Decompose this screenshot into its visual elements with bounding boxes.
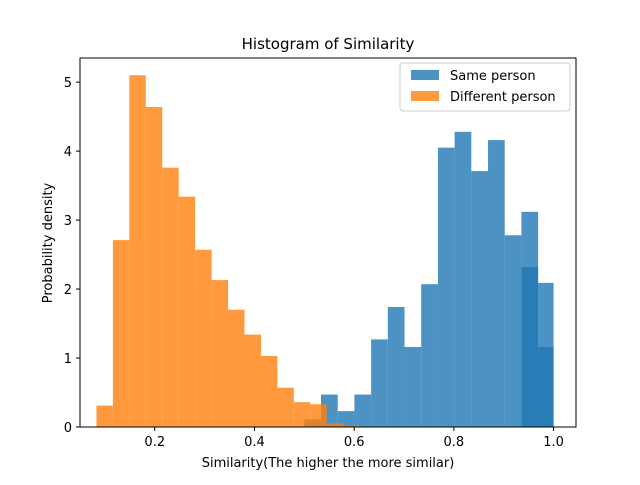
bar-different-person-1 (112, 240, 130, 427)
bar-different-person-7 (211, 280, 229, 427)
legend-label-different-person: Different person (450, 90, 556, 105)
bar-same-person-6 (404, 346, 422, 427)
x-tick-label: 0.8 (444, 435, 465, 450)
bar-different-person-3 (145, 106, 163, 427)
x-tick-label: 0.6 (344, 435, 365, 450)
bar-different-person-0 (96, 405, 113, 427)
bar-different-person-9 (244, 334, 261, 427)
bar-same-person-3 (354, 394, 372, 427)
bar-same-person-8 (437, 147, 455, 427)
bars-layer (96, 75, 554, 428)
bar-different-person-6 (195, 249, 212, 427)
y-tick-label: 5 (64, 76, 72, 91)
bar-different-person-11 (277, 387, 294, 427)
bar-different-person-12 (293, 402, 311, 427)
legend-box (399, 62, 571, 112)
plot-frame (79, 57, 577, 428)
x-tick-label: 0.4 (244, 435, 265, 450)
bar-different-person-5 (178, 196, 196, 427)
bar-different-person-14 (326, 423, 344, 427)
bar-different-person-2 (129, 75, 146, 428)
bar-same-person-x1 (538, 346, 554, 427)
y-tick-label: 4 (64, 145, 72, 160)
bar-different-person-13 (310, 404, 327, 427)
bar-same-person-9 (454, 131, 472, 428)
bar-different-person-8 (228, 309, 245, 427)
x-tick-label: 0.2 (144, 435, 165, 450)
bar-same-person-12 (504, 235, 522, 427)
legend-label-same-person: Same person (450, 69, 536, 84)
y-tick-label: 3 (64, 214, 72, 229)
bar-same-person-7 (421, 284, 438, 427)
bar-same-person-2 (337, 411, 355, 427)
bar-same-person-10 (471, 171, 489, 427)
legend-swatch-same-person (411, 70, 439, 80)
bar-different-person-4 (162, 167, 179, 428)
y-axis-label: Probability density (41, 182, 56, 303)
legend: Same person Different person (399, 62, 571, 112)
bar-same-person-4 (371, 339, 388, 427)
legend-swatch-different-person (411, 91, 439, 101)
bar-same-person-x0 (521, 266, 539, 427)
x-axis-label: Similarity(The higher the more similar) (202, 456, 455, 471)
bar-different-person-15 (343, 425, 360, 427)
y-tick-label: 2 (64, 283, 72, 298)
x-tick-label: 1.0 (543, 435, 564, 450)
y-tick-label: 0 (64, 421, 72, 436)
chart-title: Histogram of Similarity (242, 35, 415, 53)
bar-same-person-11 (488, 140, 505, 427)
y-tick-label: 1 (64, 352, 72, 367)
bar-different-person-10 (260, 355, 278, 427)
axes-layer: 0.2 0.4 0.6 0.8 1.0 0 1 2 3 4 5 (64, 57, 577, 450)
bar-same-person-5 (387, 306, 405, 427)
